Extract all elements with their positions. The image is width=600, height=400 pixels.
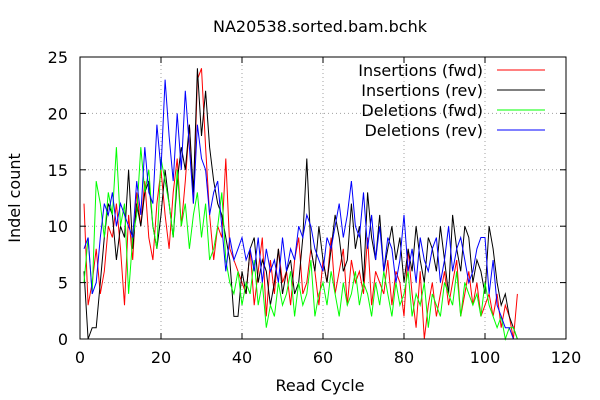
legend-label: Insertions (rev)	[361, 81, 483, 100]
y-tick-label: 25	[48, 48, 68, 67]
legend: Insertions (fwd)Insertions (rev)Deletion…	[358, 61, 545, 140]
legend-label: Deletions (rev)	[364, 121, 483, 140]
x-tick-label: 100	[470, 348, 501, 367]
y-axis-title: Indel count	[5, 153, 24, 243]
x-axis-title: Read Cycle	[275, 376, 364, 395]
legend-label: Deletions (fwd)	[361, 101, 483, 120]
x-tick-label: 20	[151, 348, 171, 367]
y-tick-label: 15	[48, 161, 68, 180]
series-layer	[83, 68, 518, 341]
y-tick-label: 0	[58, 330, 68, 349]
x-tick-label: 60	[313, 348, 333, 367]
chart-title: NA20538.sorted.bam.bchk	[213, 17, 428, 36]
x-tick-label: 40	[232, 348, 252, 367]
series-line-insertions-fwd	[83, 68, 518, 340]
x-tick-label: 0	[75, 348, 85, 367]
series-line-deletions-rev	[83, 79, 518, 340]
x-tick-label: 120	[551, 348, 582, 367]
legend-label: Insertions (fwd)	[358, 61, 483, 80]
y-tick-label: 5	[58, 274, 68, 293]
axis-ticks: 0 20 40 60 80 100 120 0 5 10 15 20 25	[48, 48, 582, 367]
y-tick-label: 10	[48, 217, 68, 236]
x-tick-label: 80	[394, 348, 414, 367]
y-tick-label: 20	[48, 104, 68, 123]
series-line-deletions-fwd	[83, 147, 518, 341]
